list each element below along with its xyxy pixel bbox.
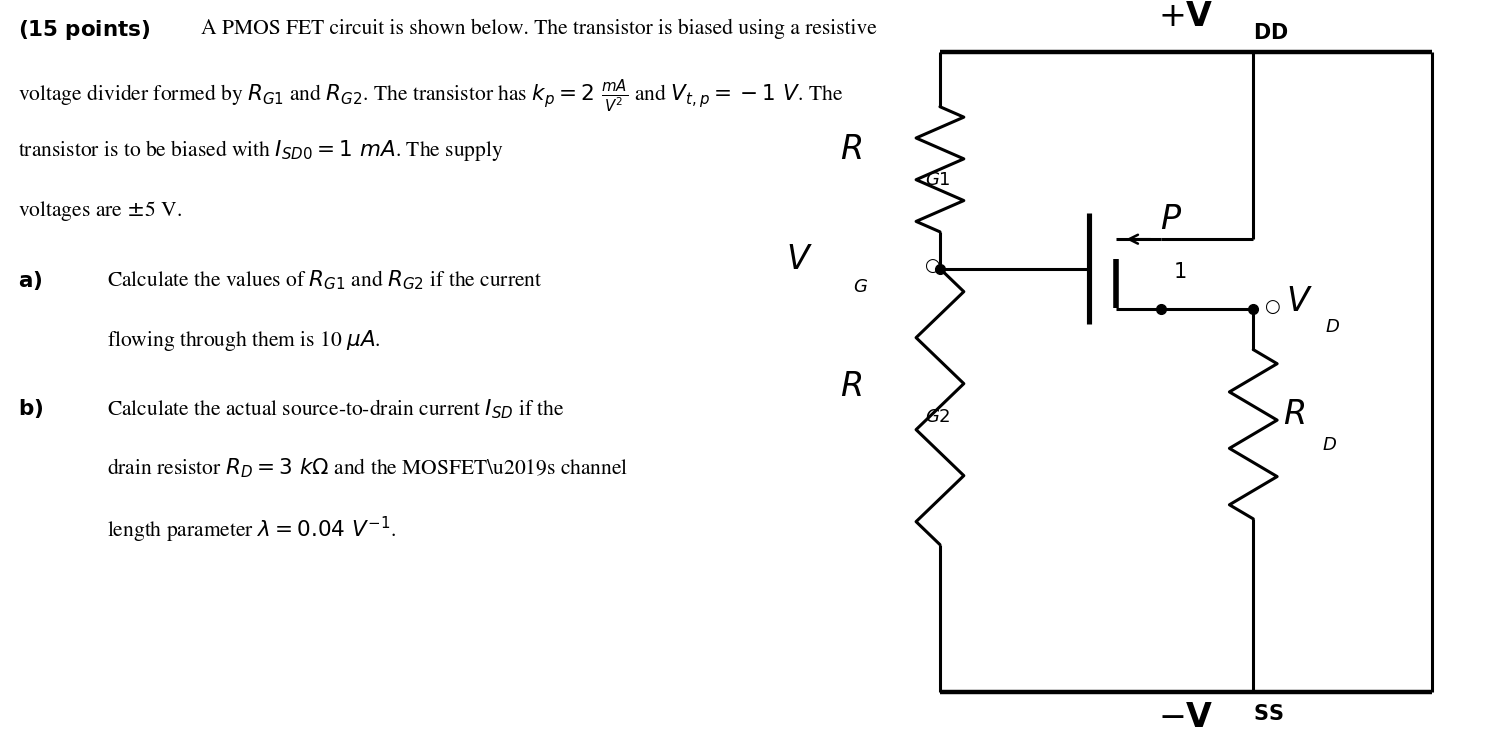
Text: $\bf{a)}$: $\bf{a)}$ [18,269,42,291]
Text: $\bigcirc$: $\bigcirc$ [924,258,941,275]
Text: Calculate the actual source-to-drain current $I_{SD}$ if the: Calculate the actual source-to-drain cur… [107,397,565,421]
Text: Calculate the values of $R_{G1}$ and $R_{G2}$ if the current: Calculate the values of $R_{G1}$ and $R_… [107,269,543,292]
Text: length parameter $\lambda = 0.04\ V^{-1}$.: length parameter $\lambda = 0.04\ V^{-1}… [107,515,397,545]
Text: $+\mathbf{V}$: $+\mathbf{V}$ [1158,4,1214,33]
Text: $G$: $G$ [853,278,868,296]
Text: $D$: $D$ [1325,319,1340,336]
Text: A PMOS FET circuit is shown below. The transistor is biased using a resistive: A PMOS FET circuit is shown below. The t… [201,18,877,39]
Text: $V$: $V$ [1286,289,1313,318]
Text: $1$: $1$ [1173,262,1186,283]
Text: $G1$: $G1$ [925,171,950,189]
Text: $G2$: $G2$ [925,409,950,426]
Text: $\bf{(15\ points)}$: $\bf{(15\ points)}$ [18,18,151,43]
Text: voltages are $\pm$5 V.: voltages are $\pm$5 V. [18,199,182,223]
Text: $P$: $P$ [1161,206,1182,236]
Text: flowing through them is 10 $\mu A$.: flowing through them is 10 $\mu A$. [107,328,380,353]
Text: $-\mathbf{V}$: $-\mathbf{V}$ [1158,705,1214,735]
Text: transistor is to be biased with $I_{SD0} = 1\ mA$. The supply: transistor is to be biased with $I_{SD0}… [18,138,503,163]
Text: voltage divider formed by $R_{G1}$ and $R_{G2}$. The transistor has $k_p = 2\ \f: voltage divider formed by $R_{G1}$ and $… [18,77,843,115]
Text: $R$: $R$ [840,373,862,403]
Text: $\bf{b)}$: $\bf{b)}$ [18,397,43,420]
Text: $\mathbf{DD}$: $\mathbf{DD}$ [1253,24,1289,44]
Text: drain resistor $R_D = 3\ k\Omega$ and the MOSFET\u2019s channel: drain resistor $R_D = 3\ k\Omega$ and th… [107,456,628,480]
Text: $V$: $V$ [786,247,813,276]
Text: $D$: $D$ [1322,436,1337,454]
Text: $R$: $R$ [840,136,862,166]
Text: $R$: $R$ [1283,401,1306,431]
Text: $\bigcirc$: $\bigcirc$ [1264,298,1282,316]
Text: $\mathbf{SS}$: $\mathbf{SS}$ [1253,705,1283,725]
